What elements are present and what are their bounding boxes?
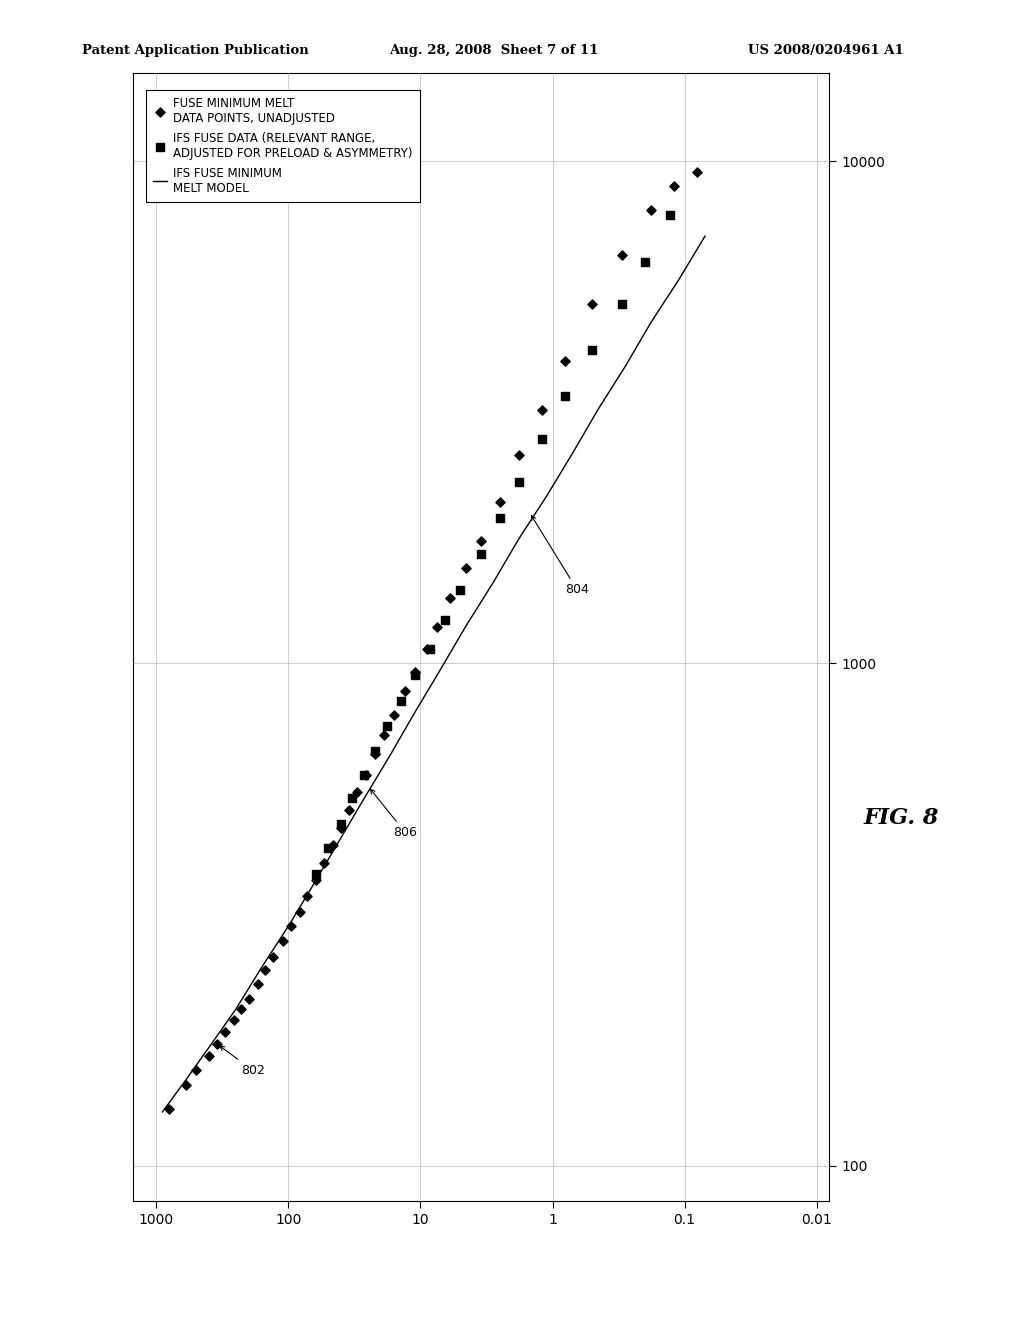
- FUSE MINIMUM MELT
DATA POINTS, UNADJUSTED: [217, 1020, 233, 1041]
- Text: 804: 804: [531, 516, 589, 597]
- IFS FUSE DATA (RELEVANT RANGE,
ADJUSTED FOR PRELOAD & ASYMMETRY): [367, 741, 383, 762]
- FUSE MINIMUM MELT
DATA POINTS, UNADJUSTED: [367, 743, 383, 764]
- FUSE MINIMUM MELT
DATA POINTS, UNADJUSTED: [232, 998, 249, 1019]
- FUSE MINIMUM MELT
DATA POINTS, UNADJUSTED: [177, 1074, 194, 1096]
- FUSE MINIMUM MELT
DATA POINTS, UNADJUSTED: [557, 350, 573, 371]
- FUSE MINIMUM MELT
DATA POINTS, UNADJUSTED: [643, 199, 659, 220]
- IFS FUSE MINIMUM
MELT MODEL: [673, 271, 685, 286]
- Text: 806: 806: [371, 789, 418, 840]
- IFS FUSE MINIMUM
MELT MODEL: [699, 228, 712, 244]
- FUSE MINIMUM MELT
DATA POINTS, UNADJUSTED: [292, 902, 308, 923]
- FUSE MINIMUM MELT
DATA POINTS, UNADJUSTED: [666, 176, 682, 197]
- IFS FUSE DATA (RELEVANT RANGE,
ADJUSTED FOR PRELOAD & ASYMMETRY): [319, 837, 336, 858]
- IFS FUSE MINIMUM
MELT MODEL: [307, 878, 319, 894]
- Text: Aug. 28, 2008  Sheet 7 of 11: Aug. 28, 2008 Sheet 7 of 11: [389, 44, 598, 57]
- Line: IFS FUSE MINIMUM
MELT MODEL: IFS FUSE MINIMUM MELT MODEL: [163, 236, 706, 1111]
- IFS FUSE DATA (RELEVANT RANGE,
ADJUSTED FOR PRELOAD & ASYMMETRY): [422, 638, 438, 659]
- FUSE MINIMUM MELT
DATA POINTS, UNADJUSTED: [419, 638, 435, 659]
- IFS FUSE MINIMUM
MELT MODEL: [203, 1040, 215, 1056]
- FUSE MINIMUM MELT
DATA POINTS, UNADJUSTED: [407, 661, 423, 682]
- IFS FUSE MINIMUM
MELT MODEL: [357, 792, 370, 808]
- IFS FUSE MINIMUM
MELT MODEL: [283, 919, 295, 935]
- Text: FIG. 8: FIG. 8: [863, 808, 939, 829]
- IFS FUSE DATA (RELEVANT RANGE,
ADJUSTED FOR PRELOAD & ASYMMETRY): [662, 205, 678, 226]
- FUSE MINIMUM MELT
DATA POINTS, UNADJUSTED: [265, 946, 282, 968]
- FUSE MINIMUM MELT
DATA POINTS, UNADJUSTED: [397, 681, 414, 702]
- IFS FUSE DATA (RELEVANT RANGE,
ADJUSTED FOR PRELOAD & ASYMMETRY): [407, 664, 423, 685]
- IFS FUSE DATA (RELEVANT RANGE,
ADJUSTED FOR PRELOAD & ASYMMETRY): [511, 471, 527, 492]
- Text: Patent Application Publication: Patent Application Publication: [82, 44, 308, 57]
- FUSE MINIMUM MELT
DATA POINTS, UNADJUSTED: [613, 244, 630, 265]
- FUSE MINIMUM MELT
DATA POINTS, UNADJUSTED: [357, 764, 374, 785]
- FUSE MINIMUM MELT
DATA POINTS, UNADJUSTED: [225, 1010, 242, 1031]
- FUSE MINIMUM MELT
DATA POINTS, UNADJUSTED: [349, 781, 366, 803]
- FUSE MINIMUM MELT
DATA POINTS, UNADJUSTED: [429, 616, 445, 638]
- FUSE MINIMUM MELT
DATA POINTS, UNADJUSTED: [201, 1045, 217, 1067]
- IFS FUSE DATA (RELEVANT RANGE,
ADJUSTED FOR PRELOAD & ASYMMETRY): [492, 507, 508, 528]
- FUSE MINIMUM MELT
DATA POINTS, UNADJUSTED: [376, 725, 392, 746]
- IFS FUSE DATA (RELEVANT RANGE,
ADJUSTED FOR PRELOAD & ASYMMETRY): [637, 251, 653, 272]
- FUSE MINIMUM MELT
DATA POINTS, UNADJUSTED: [492, 491, 508, 512]
- FUSE MINIMUM MELT
DATA POINTS, UNADJUSTED: [333, 817, 349, 838]
- FUSE MINIMUM MELT
DATA POINTS, UNADJUSTED: [161, 1098, 177, 1119]
- Legend: FUSE MINIMUM MELT
DATA POINTS, UNADJUSTED, IFS FUSE DATA (RELEVANT RANGE,
ADJUST: FUSE MINIMUM MELT DATA POINTS, UNADJUSTE…: [146, 90, 420, 202]
- FUSE MINIMUM MELT
DATA POINTS, UNADJUSTED: [534, 399, 550, 420]
- Text: US 2008/0204961 A1: US 2008/0204961 A1: [748, 44, 903, 57]
- FUSE MINIMUM MELT
DATA POINTS, UNADJUSTED: [188, 1060, 205, 1081]
- IFS FUSE MINIMUM
MELT MODEL: [460, 618, 472, 634]
- FUSE MINIMUM MELT
DATA POINTS, UNADJUSTED: [250, 973, 266, 994]
- FUSE MINIMUM MELT
DATA POINTS, UNADJUSTED: [689, 161, 706, 182]
- IFS FUSE DATA (RELEVANT RANGE,
ADJUSTED FOR PRELOAD & ASYMMETRY): [344, 787, 360, 808]
- IFS FUSE MINIMUM
MELT MODEL: [179, 1072, 191, 1088]
- FUSE MINIMUM MELT
DATA POINTS, UNADJUSTED: [274, 931, 291, 952]
- IFS FUSE MINIMUM
MELT MODEL: [513, 531, 525, 546]
- IFS FUSE MINIMUM
MELT MODEL: [592, 401, 604, 417]
- FUSE MINIMUM MELT
DATA POINTS, UNADJUSTED: [299, 884, 315, 906]
- IFS FUSE MINIMUM
MELT MODEL: [332, 834, 344, 850]
- IFS FUSE DATA (RELEVANT RANGE,
ADJUSTED FOR PRELOAD & ASYMMETRY): [613, 293, 630, 314]
- IFS FUSE DATA (RELEVANT RANGE,
ADJUSTED FOR PRELOAD & ASYMMETRY): [393, 690, 410, 711]
- FUSE MINIMUM MELT
DATA POINTS, UNADJUSTED: [584, 293, 600, 314]
- IFS FUSE DATA (RELEVANT RANGE,
ADJUSTED FOR PRELOAD & ASYMMETRY): [333, 813, 349, 834]
- IFS FUSE MINIMUM
MELT MODEL: [645, 314, 657, 330]
- FUSE MINIMUM MELT
DATA POINTS, UNADJUSTED: [325, 834, 341, 855]
- IFS FUSE MINIMUM
MELT MODEL: [409, 704, 421, 719]
- IFS FUSE MINIMUM
MELT MODEL: [620, 358, 632, 374]
- IFS FUSE DATA (RELEVANT RANGE,
ADJUSTED FOR PRELOAD & ASYMMETRY): [355, 764, 372, 785]
- IFS FUSE DATA (RELEVANT RANGE,
ADJUSTED FOR PRELOAD & ASYMMETRY): [452, 579, 468, 601]
- FUSE MINIMUM MELT
DATA POINTS, UNADJUSTED: [472, 531, 488, 552]
- IFS FUSE DATA (RELEVANT RANGE,
ADJUSTED FOR PRELOAD & ASYMMETRY): [534, 428, 550, 449]
- FUSE MINIMUM MELT
DATA POINTS, UNADJUSTED: [340, 800, 356, 821]
- IFS FUSE MINIMUM
MELT MODEL: [157, 1104, 169, 1119]
- IFS FUSE MINIMUM
MELT MODEL: [567, 445, 580, 461]
- FUSE MINIMUM MELT
DATA POINTS, UNADJUSTED: [241, 989, 257, 1010]
- FUSE MINIMUM MELT
DATA POINTS, UNADJUSTED: [257, 960, 273, 981]
- FUSE MINIMUM MELT
DATA POINTS, UNADJUSTED: [209, 1034, 225, 1055]
- FUSE MINIMUM MELT
DATA POINTS, UNADJUSTED: [307, 870, 324, 891]
- FUSE MINIMUM MELT
DATA POINTS, UNADJUSTED: [511, 445, 527, 466]
- FUSE MINIMUM MELT
DATA POINTS, UNADJUSTED: [385, 705, 401, 726]
- Text: 802: 802: [220, 1045, 264, 1077]
- IFS FUSE MINIMUM
MELT MODEL: [229, 1001, 242, 1016]
- IFS FUSE MINIMUM
MELT MODEL: [435, 661, 447, 677]
- IFS FUSE DATA (RELEVANT RANGE,
ADJUSTED FOR PRELOAD & ASYMMETRY): [437, 610, 454, 631]
- IFS FUSE MINIMUM
MELT MODEL: [541, 487, 553, 503]
- IFS FUSE DATA (RELEVANT RANGE,
ADJUSTED FOR PRELOAD & ASYMMETRY): [379, 715, 395, 737]
- IFS FUSE MINIMUM
MELT MODEL: [384, 747, 396, 763]
- IFS FUSE MINIMUM
MELT MODEL: [255, 960, 267, 975]
- IFS FUSE MINIMUM
MELT MODEL: [487, 574, 500, 590]
- IFS FUSE DATA (RELEVANT RANGE,
ADJUSTED FOR PRELOAD & ASYMMETRY): [472, 544, 488, 565]
- IFS FUSE DATA (RELEVANT RANGE,
ADJUSTED FOR PRELOAD & ASYMMETRY): [584, 339, 600, 360]
- FUSE MINIMUM MELT
DATA POINTS, UNADJUSTED: [458, 557, 474, 578]
- IFS FUSE DATA (RELEVANT RANGE,
ADJUSTED FOR PRELOAD & ASYMMETRY): [307, 863, 324, 884]
- IFS FUSE DATA (RELEVANT RANGE,
ADJUSTED FOR PRELOAD & ASYMMETRY): [557, 385, 573, 407]
- FUSE MINIMUM MELT
DATA POINTS, UNADJUSTED: [315, 853, 332, 874]
- FUSE MINIMUM MELT
DATA POINTS, UNADJUSTED: [441, 587, 458, 609]
- FUSE MINIMUM MELT
DATA POINTS, UNADJUSTED: [284, 916, 300, 937]
